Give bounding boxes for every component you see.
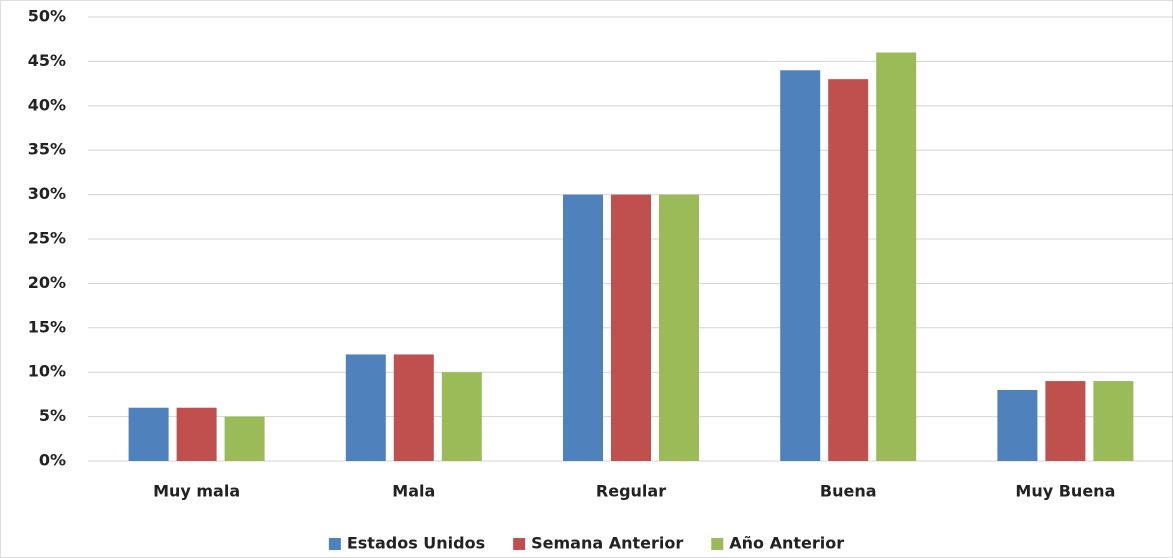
bar xyxy=(1045,381,1086,461)
bar xyxy=(780,70,821,461)
bar xyxy=(441,372,482,461)
legend-swatch xyxy=(711,538,724,550)
y-tick-label: 50% xyxy=(28,7,66,26)
bar xyxy=(997,389,1038,461)
bar xyxy=(876,52,917,462)
x-tick-label: Buena xyxy=(820,482,877,501)
legend-label: Año Anterior xyxy=(729,534,844,553)
y-tick-label: 25% xyxy=(28,229,66,248)
x-tick-label: Muy Buena xyxy=(1015,482,1115,501)
y-tick-label: 0% xyxy=(39,451,66,470)
bar xyxy=(828,79,869,461)
y-tick-label: 30% xyxy=(28,184,66,203)
x-tick-label: Regular xyxy=(596,482,666,501)
bar xyxy=(345,354,386,461)
bar xyxy=(611,194,651,461)
y-tick-label: 20% xyxy=(28,273,66,292)
y-tick-label: 15% xyxy=(28,317,66,336)
bar xyxy=(224,416,265,461)
bar xyxy=(176,407,217,461)
y-tick-label: 5% xyxy=(39,406,66,425)
y-tick-label: 40% xyxy=(28,95,66,114)
x-tick-label: Muy mala xyxy=(153,482,240,501)
y-tick-label: 10% xyxy=(28,362,66,381)
legend-label: Estados Unidos xyxy=(347,534,485,553)
y-tick-label: 35% xyxy=(28,140,66,159)
bar xyxy=(659,194,699,461)
x-tick-label: Mala xyxy=(392,482,435,501)
legend-label: Semana Anterior xyxy=(531,534,683,553)
legend-swatch xyxy=(513,538,526,550)
bar xyxy=(393,354,434,461)
bar xyxy=(1093,381,1134,461)
legend-swatch xyxy=(328,538,341,550)
y-tick-label: 45% xyxy=(28,51,66,70)
bar xyxy=(563,194,603,461)
bar xyxy=(128,407,169,461)
